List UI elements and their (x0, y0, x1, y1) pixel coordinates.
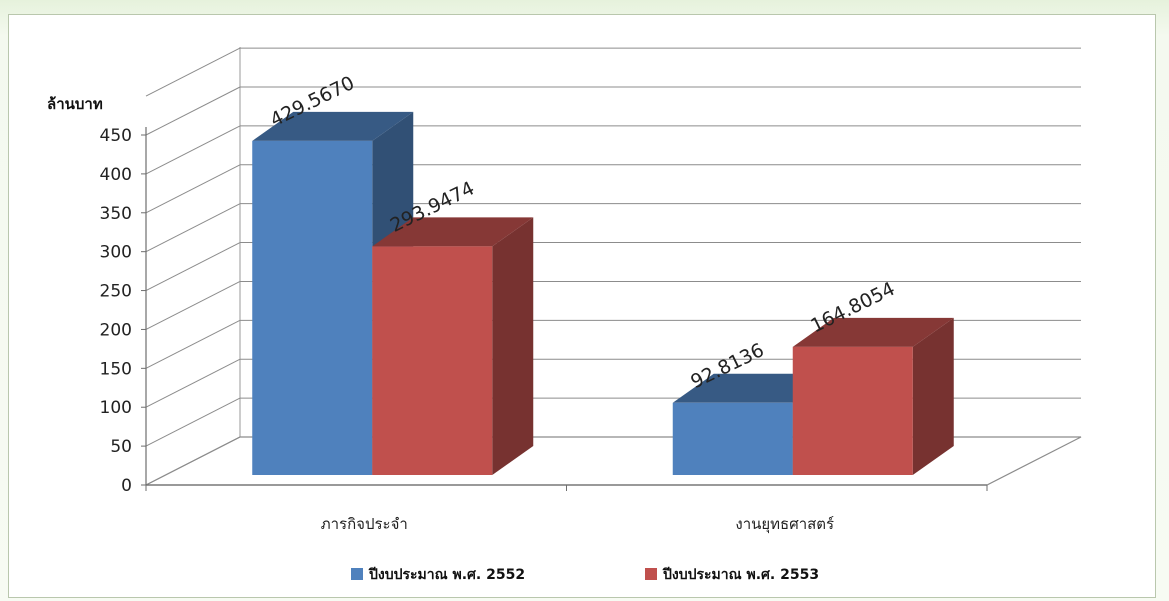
legend-label: ปีงบประมาณ พ.ศ. 2552 (368, 567, 526, 583)
axes: 0 50 100 150 200 250 300 350 400 450 (100, 126, 988, 496)
category-label: งานยุทธศาสตร์ (735, 515, 834, 534)
y-tick-label: 150 (100, 359, 132, 379)
side-gridline (145, 86, 241, 136)
bar-front (372, 246, 493, 475)
side-gridline (145, 436, 241, 486)
side-gridline (145, 125, 241, 175)
side-gridline (145, 242, 241, 292)
y-tick-label: 200 (100, 320, 132, 340)
bar-front (252, 140, 373, 475)
y-tick-label: 300 (100, 243, 132, 263)
side-gridline (145, 358, 241, 408)
bar-front (792, 346, 913, 475)
legend-label: ปีงบประมาณ พ.ศ. 2553 (662, 567, 820, 583)
legend-swatch (645, 568, 657, 580)
y-tick-label: 50 (110, 437, 132, 457)
legend-swatch (351, 568, 363, 580)
category-label: ภารกิจประจำ (321, 515, 408, 533)
y-tick-label: 350 (100, 204, 132, 224)
bar-top (792, 317, 954, 347)
y-tick-label: 100 (100, 398, 132, 418)
side-gridline (145, 47, 241, 97)
bar-top (372, 217, 534, 247)
legend: ปีงบประมาณ พ.ศ. 2552 ปีงบประมาณ พ.ศ. 2553 (351, 567, 819, 583)
chart-frame: 0 50 100 150 200 250 300 350 400 450 429.5670 293.… (8, 14, 1156, 598)
y-tick-label: 450 (100, 126, 132, 146)
bar-top (252, 111, 414, 141)
bars (252, 111, 954, 475)
y-tick-label: 0 (121, 476, 132, 496)
side-gridline (145, 280, 241, 330)
side-gridline (145, 319, 241, 369)
y-axis-label: ล้านบาท (47, 95, 103, 113)
y-tick-label: 400 (100, 165, 132, 185)
bar-front (672, 402, 793, 475)
side-gridline (145, 164, 241, 214)
bar-side (492, 217, 534, 475)
bar-side (912, 317, 954, 475)
category-labels: ภารกิจประจำ งานยุทธศาสตร์ (321, 515, 834, 534)
y-tick-label: 250 (100, 282, 132, 302)
side-gridline (145, 203, 241, 253)
side-gridline (145, 397, 241, 447)
